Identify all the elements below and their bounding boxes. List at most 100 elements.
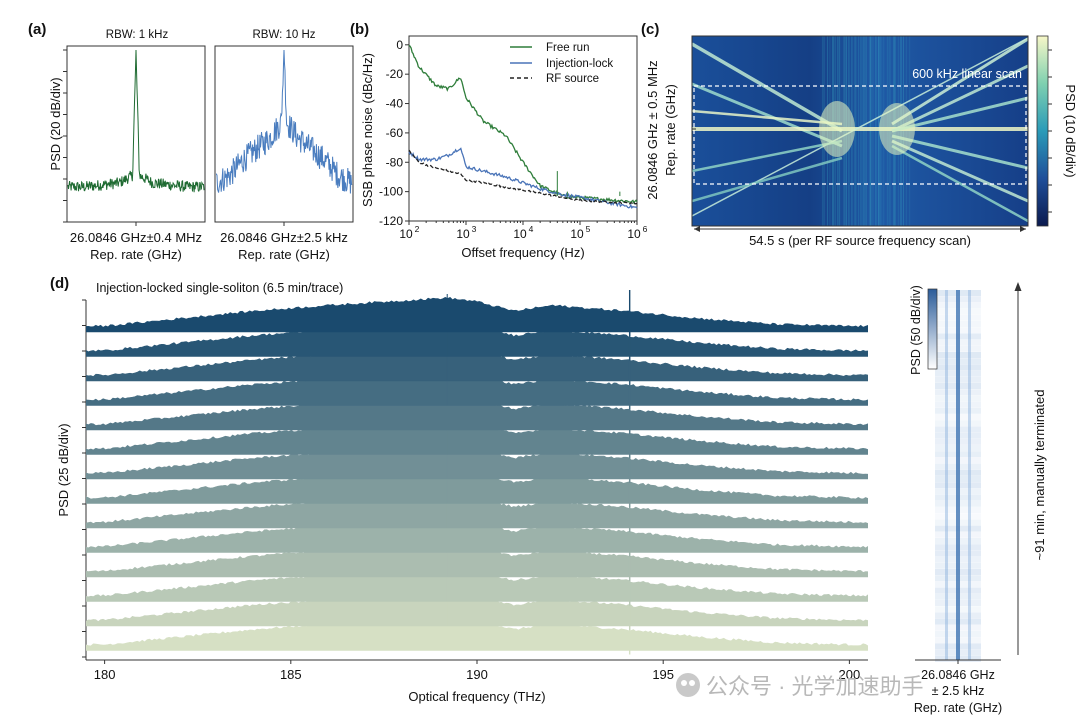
- panel-b-xtick-label: 10: [456, 227, 470, 241]
- side-carrier-line: [956, 290, 960, 660]
- panel-d-xtick-label: 190: [466, 667, 488, 682]
- panel-a-label: (a): [28, 21, 46, 38]
- panel-b-ytick-label: 0: [396, 38, 403, 52]
- panel-d-xtick-label: 185: [280, 667, 302, 682]
- panel-b-xtick-exponent: 6: [643, 224, 648, 234]
- panel-a-left-spectrum: [67, 49, 205, 193]
- series-injection-lock: [408, 147, 638, 210]
- side-colorbar-label: PSD (50 dB/div): [909, 285, 923, 375]
- watermark-icon: [676, 673, 700, 697]
- heatmap-stripe: [692, 42, 843, 133]
- panel-a-left-title: RBW: 1 kHz: [106, 29, 169, 41]
- panel-c-time-arrow: [694, 226, 1026, 232]
- panel-b-xtick-exponent: 2: [415, 224, 420, 234]
- panel-a-left-frame: [66, 45, 206, 223]
- panel-a-left-xunit: Rep. rate (GHz): [90, 247, 182, 262]
- panel-d-yticks: [82, 299, 86, 658]
- panel-a-right-xlabel: 26.0846 GHz±2.5 kHz: [220, 230, 348, 245]
- heatmap-stripe: [891, 139, 1028, 203]
- side-sideband: [968, 290, 971, 660]
- panel-c-frame: [691, 35, 1029, 227]
- panel-d-label: (d): [50, 275, 69, 292]
- heatmap-stripe: [692, 37, 1028, 217]
- panel-c-ylabel1: 26.0846 GHz ± 0.5 MHz: [645, 60, 660, 199]
- heatmap-stripe: [891, 37, 1028, 126]
- panel-a-right-title: RBW: 10 Hz: [252, 29, 315, 41]
- heatmap-hotspot: [819, 101, 855, 157]
- soliton-trace: [86, 296, 868, 333]
- panel-a-right: RBW: 10 Hz 26.0846 GHz±2.5 kHz Rep. rate…: [214, 29, 354, 262]
- watermark-icon-eye-left: [681, 680, 687, 686]
- panel-d-traces: [86, 290, 868, 655]
- panel-b-label: (b): [350, 21, 369, 38]
- panel-b-ytick-label: -100: [379, 185, 403, 199]
- heatmap-stripes: [692, 36, 1028, 226]
- panel-a-right-xunit: Rep. rate (GHz): [238, 247, 330, 262]
- side-colorbar: [927, 288, 938, 370]
- panel-b-xlabel: Offset frequency (Hz): [461, 245, 584, 260]
- watermark-icon-eye-right: [689, 680, 695, 686]
- watermark: 公众号 · 光学加速助手: [676, 673, 924, 699]
- panel-b-xtick-label: 10: [570, 227, 584, 241]
- side-arrow-label: ~91 min, manually terminated: [1032, 390, 1047, 561]
- panel-a-left-yticks: [63, 49, 67, 223]
- panel-d-xtick-label: 195: [652, 667, 674, 682]
- panel-d-ylabel: PSD (25 dB/div): [56, 423, 71, 516]
- panel-b-ytick-label: -80: [386, 155, 404, 169]
- scan-window: [693, 85, 1027, 185]
- legend-injection-lock: Injection-lock: [546, 58, 613, 70]
- side-spectrogram: [935, 290, 981, 662]
- panel-b-series: [408, 44, 638, 210]
- panel-a-right-spectrum: [215, 49, 353, 194]
- side-sideband: [945, 290, 948, 660]
- panel-d-xtick-label: 200: [839, 667, 861, 682]
- panel-d-xlabel: Optical frequency (THz): [408, 689, 545, 704]
- panel-d-side: PSD (50 dB/div) 26.0846 GHz ± 2.5 kHz Re…: [909, 282, 1047, 715]
- panel-c-colorbar: [1036, 35, 1049, 227]
- panel-b-legend: Free run Injection-lock RF source: [510, 42, 613, 85]
- panel-b-xticks: 10 2 10 3 10 4 10 5 10 6: [399, 221, 648, 241]
- panel-a-right-frame: [214, 45, 354, 223]
- heatmap-stripe: [891, 134, 1028, 170]
- heatmap-stripe: [891, 64, 1028, 133]
- panel-b-xtick-exponent: 5: [586, 224, 591, 234]
- legend-rf-source: RF source: [546, 73, 599, 85]
- legend-free-run: Free run: [546, 42, 589, 54]
- side-xlabel2: ± 2.5 kHz: [932, 684, 985, 698]
- panel-b-ytick-label: -60: [386, 126, 404, 140]
- panel-a-left-xlabel: 26.0846 GHz±0.4 MHz: [70, 230, 202, 245]
- heatmap-stripe: [692, 139, 843, 173]
- heatmap-hotspot: [879, 103, 915, 155]
- panel-b-xtick-exponent: 3: [472, 224, 477, 234]
- panel-b-ytick-label: -120: [379, 214, 403, 228]
- panel-b-xtick-label: 10: [399, 227, 413, 241]
- panel-b-xtick-exponent: 4: [529, 224, 534, 234]
- panel-b-ytick-label: -20: [386, 67, 404, 81]
- panel-c-colorbar-ticks: [1048, 49, 1052, 213]
- panel-c-xlabel: 54.5 s (per RF source frequency scan): [749, 233, 971, 248]
- panel-b-ylabel: SSB phase noise (dBc/Hz): [360, 53, 375, 207]
- panel-b-xtick-label: 10: [513, 227, 527, 241]
- panel-c-ylabel2: Rep. rate (GHz): [663, 84, 678, 176]
- heatmap-stripe: [692, 109, 843, 126]
- panel-a-left: RBW: 1 kHz 26.0846 GHz±0.4 MHz Rep. rate…: [63, 29, 206, 262]
- panel-d-xtick-label: 180: [94, 667, 116, 682]
- panel-a-ylabel: PSD (20 dB/div): [48, 77, 63, 170]
- panel-b-xtick-label: 10: [627, 227, 641, 241]
- panel-c-colorbar-label: PSD (10 dB/div): [1063, 84, 1078, 177]
- series-rf-source: [408, 149, 638, 205]
- panel-c-heatmap: [692, 36, 1028, 226]
- side-xunit: Rep. rate (GHz): [914, 701, 1002, 715]
- panel-b-ytick-label: -40: [386, 97, 404, 111]
- heatmap-stripe: [891, 144, 1028, 223]
- panel-d-title: Injection-locked single-soliton (6.5 min…: [96, 281, 343, 295]
- panel-b-yticks: 0 -20 -40 -60 -80 -100 -120: [379, 38, 409, 228]
- side-xlabel1: 26.0846 GHz: [921, 668, 995, 682]
- heatmap-stripe: [692, 82, 843, 148]
- watermark-text: 公众号 · 光学加速助手: [706, 674, 924, 699]
- heatmap-stripe: [692, 156, 843, 203]
- panel-d-xticks: 180 185 190 195 200: [94, 660, 860, 682]
- time-arrow-d-head: [1014, 282, 1022, 291]
- scan-annotation: 600 kHz linear scan: [912, 67, 1022, 81]
